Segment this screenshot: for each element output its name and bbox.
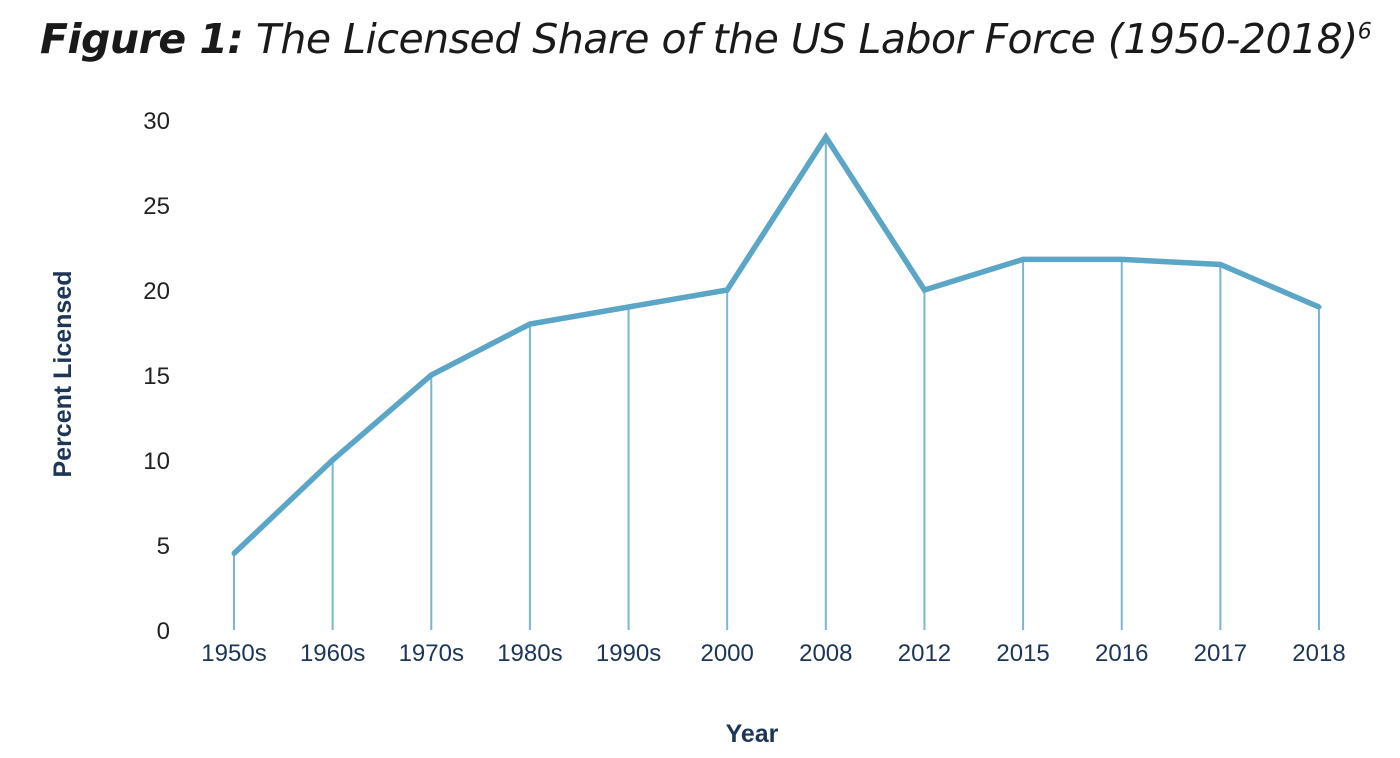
y-axis-ticks: 0 5 10 15 20 25 30 xyxy=(143,108,170,645)
data-point xyxy=(1119,256,1125,262)
data-point xyxy=(1217,262,1223,267)
series-layer xyxy=(231,131,1322,556)
data-point xyxy=(921,287,927,293)
data-point xyxy=(626,304,632,310)
y-tick-label: 30 xyxy=(143,108,170,135)
y-axis-label: Percent Licensed xyxy=(49,270,77,477)
data-point xyxy=(724,287,730,293)
chart-title-text: The Licensed Share of the US Labor Force… xyxy=(255,15,1358,63)
x-tick-label: 2016 xyxy=(1095,640,1148,667)
data-point xyxy=(823,134,829,140)
y-tick-label: 25 xyxy=(143,193,170,220)
data-point xyxy=(330,457,336,463)
data-point xyxy=(428,372,434,378)
x-tick-label: 2012 xyxy=(898,640,951,667)
x-tick-label: 1960s xyxy=(300,640,365,667)
x-tick-label: 1990s xyxy=(596,640,661,667)
data-point xyxy=(1316,304,1322,310)
x-tick-label: 2008 xyxy=(799,640,852,667)
y-tick-label: 5 xyxy=(157,533,170,560)
x-tick-label: 2000 xyxy=(700,640,753,667)
y-tick-label: 0 xyxy=(157,618,170,645)
chart-title-footnote: 6 xyxy=(1357,19,1372,45)
chart-title-prefix: Figure 1: xyxy=(40,15,244,63)
x-tick-label: 1980s xyxy=(497,640,562,667)
x-axis-ticks: 1950s 1960s 1970s 1980s 1990s 2000 2008 2012 201… xyxy=(201,640,1345,667)
x-axis-label: Year xyxy=(726,720,779,748)
y-tick-label: 20 xyxy=(143,278,170,305)
x-tick-label: 1970s xyxy=(399,640,464,667)
x-tick-label: 2017 xyxy=(1194,640,1247,667)
data-point xyxy=(231,551,237,556)
y-tick-label: 15 xyxy=(143,363,170,390)
x-tick-label: 2018 xyxy=(1292,640,1345,667)
x-tick-label: 2015 xyxy=(996,640,1049,667)
drop-lines xyxy=(233,137,1320,630)
x-tick-label: 1950s xyxy=(201,640,266,667)
chart-title: Figure 1: The Licensed Share of the US L… xyxy=(40,8,1372,70)
series-line xyxy=(232,131,1321,556)
data-point xyxy=(1020,256,1026,262)
y-tick-label: 10 xyxy=(143,448,170,475)
data-point xyxy=(527,321,533,327)
